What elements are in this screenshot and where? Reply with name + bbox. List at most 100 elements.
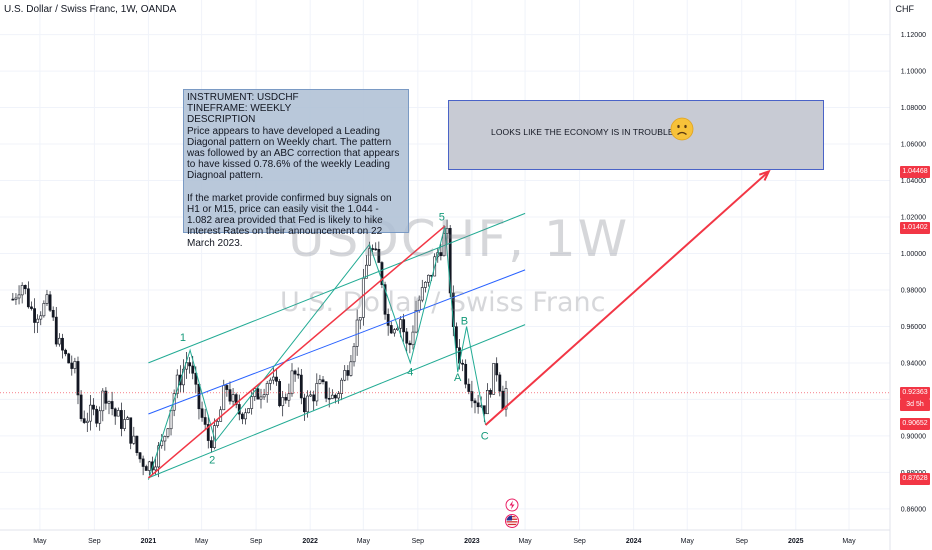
x-tick-label: 2022 — [302, 538, 318, 545]
candle-body — [346, 370, 350, 376]
candle-body — [278, 381, 281, 407]
target-arrow-head — [758, 169, 771, 181]
watermark-name: U.S. Dollar / Swiss Franc — [280, 287, 606, 318]
candle-body — [157, 445, 161, 468]
price-badge: 1.01402 — [900, 221, 930, 234]
candle-body — [284, 397, 288, 401]
candle-body — [182, 368, 185, 386]
candle-body — [70, 362, 74, 369]
y-tick-label: 1.04000 — [901, 178, 926, 185]
candle-body — [271, 376, 275, 381]
y-tick-label: 1.02000 — [901, 215, 926, 222]
us-flag-event-icon[interactable] — [505, 514, 519, 528]
x-tick-label: Sep — [573, 538, 586, 545]
candle-body — [337, 393, 340, 399]
candle-body — [461, 362, 464, 365]
candle-body — [321, 379, 325, 383]
candle-body — [228, 389, 232, 402]
candle-body — [85, 420, 89, 423]
candle-body — [454, 326, 458, 348]
x-tick-label: 2024 — [626, 538, 642, 545]
candle-body — [250, 396, 254, 409]
candle-body — [107, 401, 111, 404]
candle-body — [470, 391, 474, 402]
candle-body — [495, 363, 499, 376]
candle-body — [386, 313, 390, 326]
candle-body — [349, 361, 353, 376]
candle-body — [405, 331, 409, 344]
x-tick-label: May — [842, 538, 856, 545]
channel-mid-line[interactable] — [148, 269, 526, 415]
candle-body — [17, 294, 21, 299]
candle-body — [88, 404, 92, 422]
x-tick-label: 2025 — [788, 538, 804, 545]
channel-lower-line[interactable] — [148, 324, 526, 479]
candle-body — [209, 440, 213, 448]
candle-body — [392, 329, 396, 334]
candle-body — [45, 294, 49, 304]
target-zone-box[interactable]: LOOKS LIKE THE ECONOMY IS IN TROUBLE! — [448, 100, 824, 170]
candle-body — [42, 303, 46, 317]
candle-body — [281, 397, 285, 407]
candle-body — [194, 372, 198, 385]
candle-body — [160, 440, 164, 447]
candle-body — [11, 298, 15, 301]
candle-body — [324, 381, 328, 399]
trend-line-red[interactable] — [147, 225, 446, 479]
candle-body — [23, 285, 27, 290]
currency-label: CHF — [895, 4, 915, 14]
candle-body — [61, 337, 64, 351]
candle-body — [216, 421, 219, 426]
candle-body — [361, 277, 365, 318]
candle-body — [79, 394, 83, 419]
wave-label-a: A — [454, 372, 462, 384]
candle-body — [231, 394, 235, 402]
candle-body — [67, 353, 71, 364]
candle-body — [163, 436, 167, 442]
x-tick-label: May — [195, 538, 209, 545]
price-badge: 0.90652 — [900, 418, 930, 431]
description-note[interactable]: INSTRUMENT: USDCHF TINEFRAME: WEEKLY DES… — [183, 89, 409, 249]
y-tick-label: 0.98000 — [901, 287, 926, 294]
target-zone-text: LOOKS LIKE THE ECONOMY IS IN TROUBLE! — [491, 127, 677, 137]
candle-body — [259, 396, 263, 400]
candle-body — [355, 319, 359, 347]
candle-body — [20, 285, 24, 296]
wave-label-2: 2 — [209, 454, 215, 466]
x-tick-label: Sep — [736, 538, 749, 545]
candle-body — [448, 228, 452, 294]
candle-body — [126, 417, 130, 420]
candle-body — [498, 374, 502, 392]
candle-body — [191, 365, 195, 374]
channel-upper-line[interactable] — [148, 212, 526, 364]
candle-body — [138, 452, 142, 460]
candle-body — [306, 395, 309, 413]
candle-body — [197, 383, 201, 410]
target-arrow-line[interactable] — [484, 170, 770, 426]
candle-body — [473, 400, 477, 404]
candle-body — [467, 383, 471, 392]
candle-body — [104, 390, 108, 404]
candle-body — [265, 383, 269, 396]
candle-body — [98, 410, 102, 424]
price-badge: 0.87628 — [900, 473, 930, 486]
candle-body — [64, 349, 67, 355]
elliott-wave-path[interactable] — [147, 225, 487, 480]
x-tick-label: May — [518, 538, 532, 545]
price-badge: 0.92363 — [900, 386, 930, 399]
candle-body — [222, 385, 226, 411]
candle-body — [154, 466, 157, 471]
candle-body — [200, 408, 204, 418]
lightning-event-icon[interactable] — [505, 498, 519, 512]
y-tick-label: 1.10000 — [901, 69, 926, 76]
price-badge-countdown: 3d 5h — [900, 398, 930, 411]
candle-body — [464, 363, 468, 385]
candle-body — [206, 424, 210, 441]
candle-body — [486, 390, 489, 415]
candle-body — [365, 264, 368, 279]
x-tick-label: May — [681, 538, 695, 545]
candle-body — [343, 370, 347, 381]
candle-body — [110, 401, 114, 410]
